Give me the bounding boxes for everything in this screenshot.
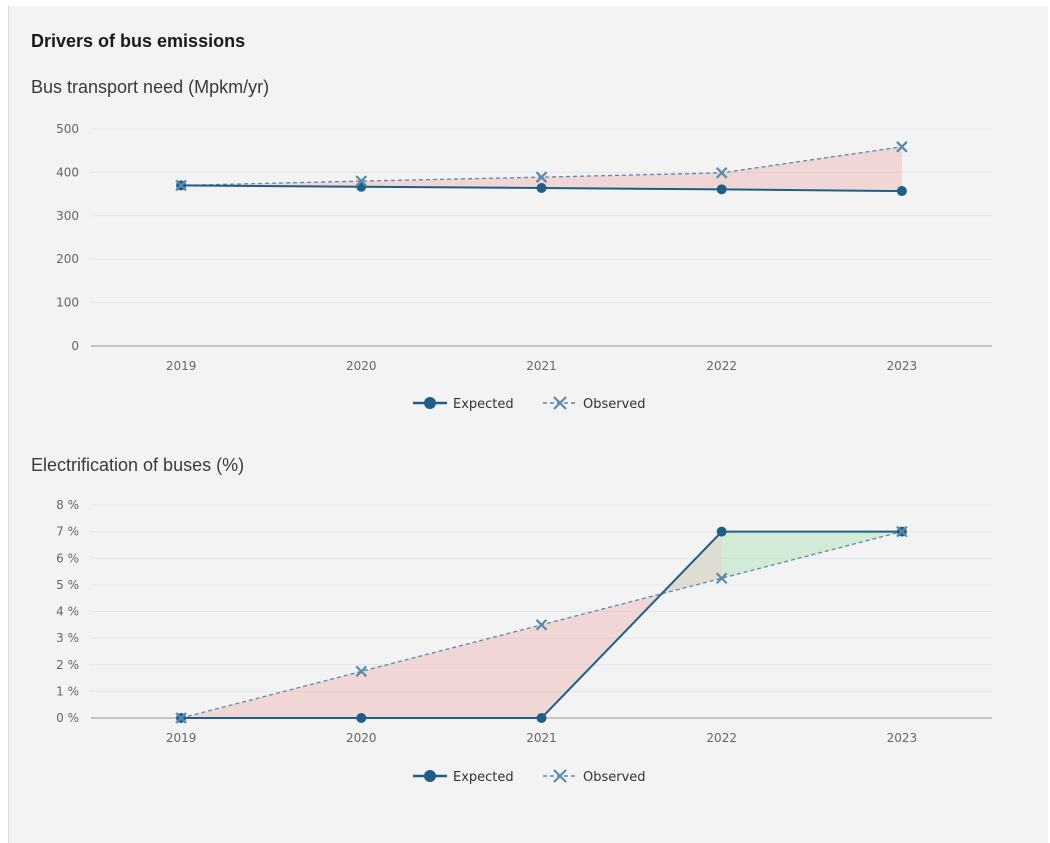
panel-heading: Drivers of bus emissions	[31, 31, 246, 51]
legend-observed-label: Observed	[583, 770, 646, 785]
x-tick-label: 2021	[526, 359, 557, 373]
y-tick-label: 200	[56, 252, 79, 266]
y-tick-label: 100	[56, 296, 79, 310]
expected-point	[536, 713, 547, 723]
x-tick-label: 2020	[346, 359, 377, 373]
expected-point	[896, 186, 907, 197]
electrification-chart: 0 % 1 % 2 % 3 % 4 % 5 % 6 % 7 % 8 % 2019 2020 2021 2…	[56, 498, 992, 785]
gap-area	[361, 624, 542, 718]
x-tick-label: 2019	[166, 359, 197, 373]
x-tick-label: 2021	[526, 731, 557, 745]
legend-observed-label: Observed	[583, 397, 646, 412]
legend-observed-marker	[553, 769, 567, 783]
x-tick-label: 2020	[346, 731, 377, 745]
gap-area	[361, 177, 542, 189]
transport-need-chart: 0 100 200 300 400 500 2019 2020 2021 2022 2023 Expe…	[56, 122, 992, 412]
chart-title-transport-need: Bus transport need (Mpkm/yr)	[31, 77, 270, 97]
observed-point	[355, 175, 368, 187]
legend-observed-marker	[553, 396, 567, 410]
legend-expected-marker	[424, 397, 436, 409]
chart-legend: Expected Observed	[413, 396, 646, 412]
observed-point	[535, 171, 548, 183]
x-tick-label: 2019	[166, 731, 197, 745]
observed-point	[715, 167, 728, 179]
expected-point	[536, 183, 547, 194]
gap-area	[721, 146, 902, 192]
chart-title-electrification: Electrification of buses (%)	[31, 455, 245, 475]
y-tick-label: 8 %	[56, 498, 79, 512]
y-tick-label: 3 %	[56, 631, 79, 645]
legend-expected-marker	[424, 770, 436, 782]
gap-area	[541, 172, 722, 190]
observed-point	[896, 525, 908, 538]
observed-point	[896, 141, 908, 153]
y-tick-label: 300	[56, 209, 79, 223]
y-tick-label: 5 %	[56, 578, 79, 592]
observed-point	[175, 712, 187, 724]
x-tick-label: 2023	[887, 731, 918, 745]
y-tick-label: 2 %	[56, 658, 79, 672]
y-tick-label: 6 %	[56, 551, 79, 565]
y-tick-label: 500	[56, 122, 79, 136]
observed-point	[355, 665, 368, 678]
y-tick-label: 7 %	[56, 525, 79, 539]
x-tick-label: 2022	[706, 359, 737, 373]
y-tick-label: 400	[56, 165, 79, 179]
y-tick-label: 0	[71, 339, 79, 353]
legend-expected-label: Expected	[453, 397, 514, 412]
chart-panel: Drivers of bus emissions Bus transport n…	[8, 6, 1048, 843]
expected-point	[716, 184, 727, 195]
chart-legend: Expected Observed	[413, 769, 646, 785]
expected-point	[716, 526, 727, 537]
y-tick-label: 0 %	[56, 711, 79, 725]
x-tick-label: 2023	[887, 359, 918, 373]
observed-point	[715, 572, 728, 584]
x-tick-label: 2022	[706, 731, 737, 745]
observed-point	[175, 179, 187, 192]
legend-expected-label: Expected	[453, 770, 514, 785]
observed-point	[535, 619, 548, 631]
y-tick-label: 4 %	[56, 605, 79, 619]
expected-point	[356, 713, 367, 723]
y-tick-label: 1 %	[56, 684, 79, 698]
